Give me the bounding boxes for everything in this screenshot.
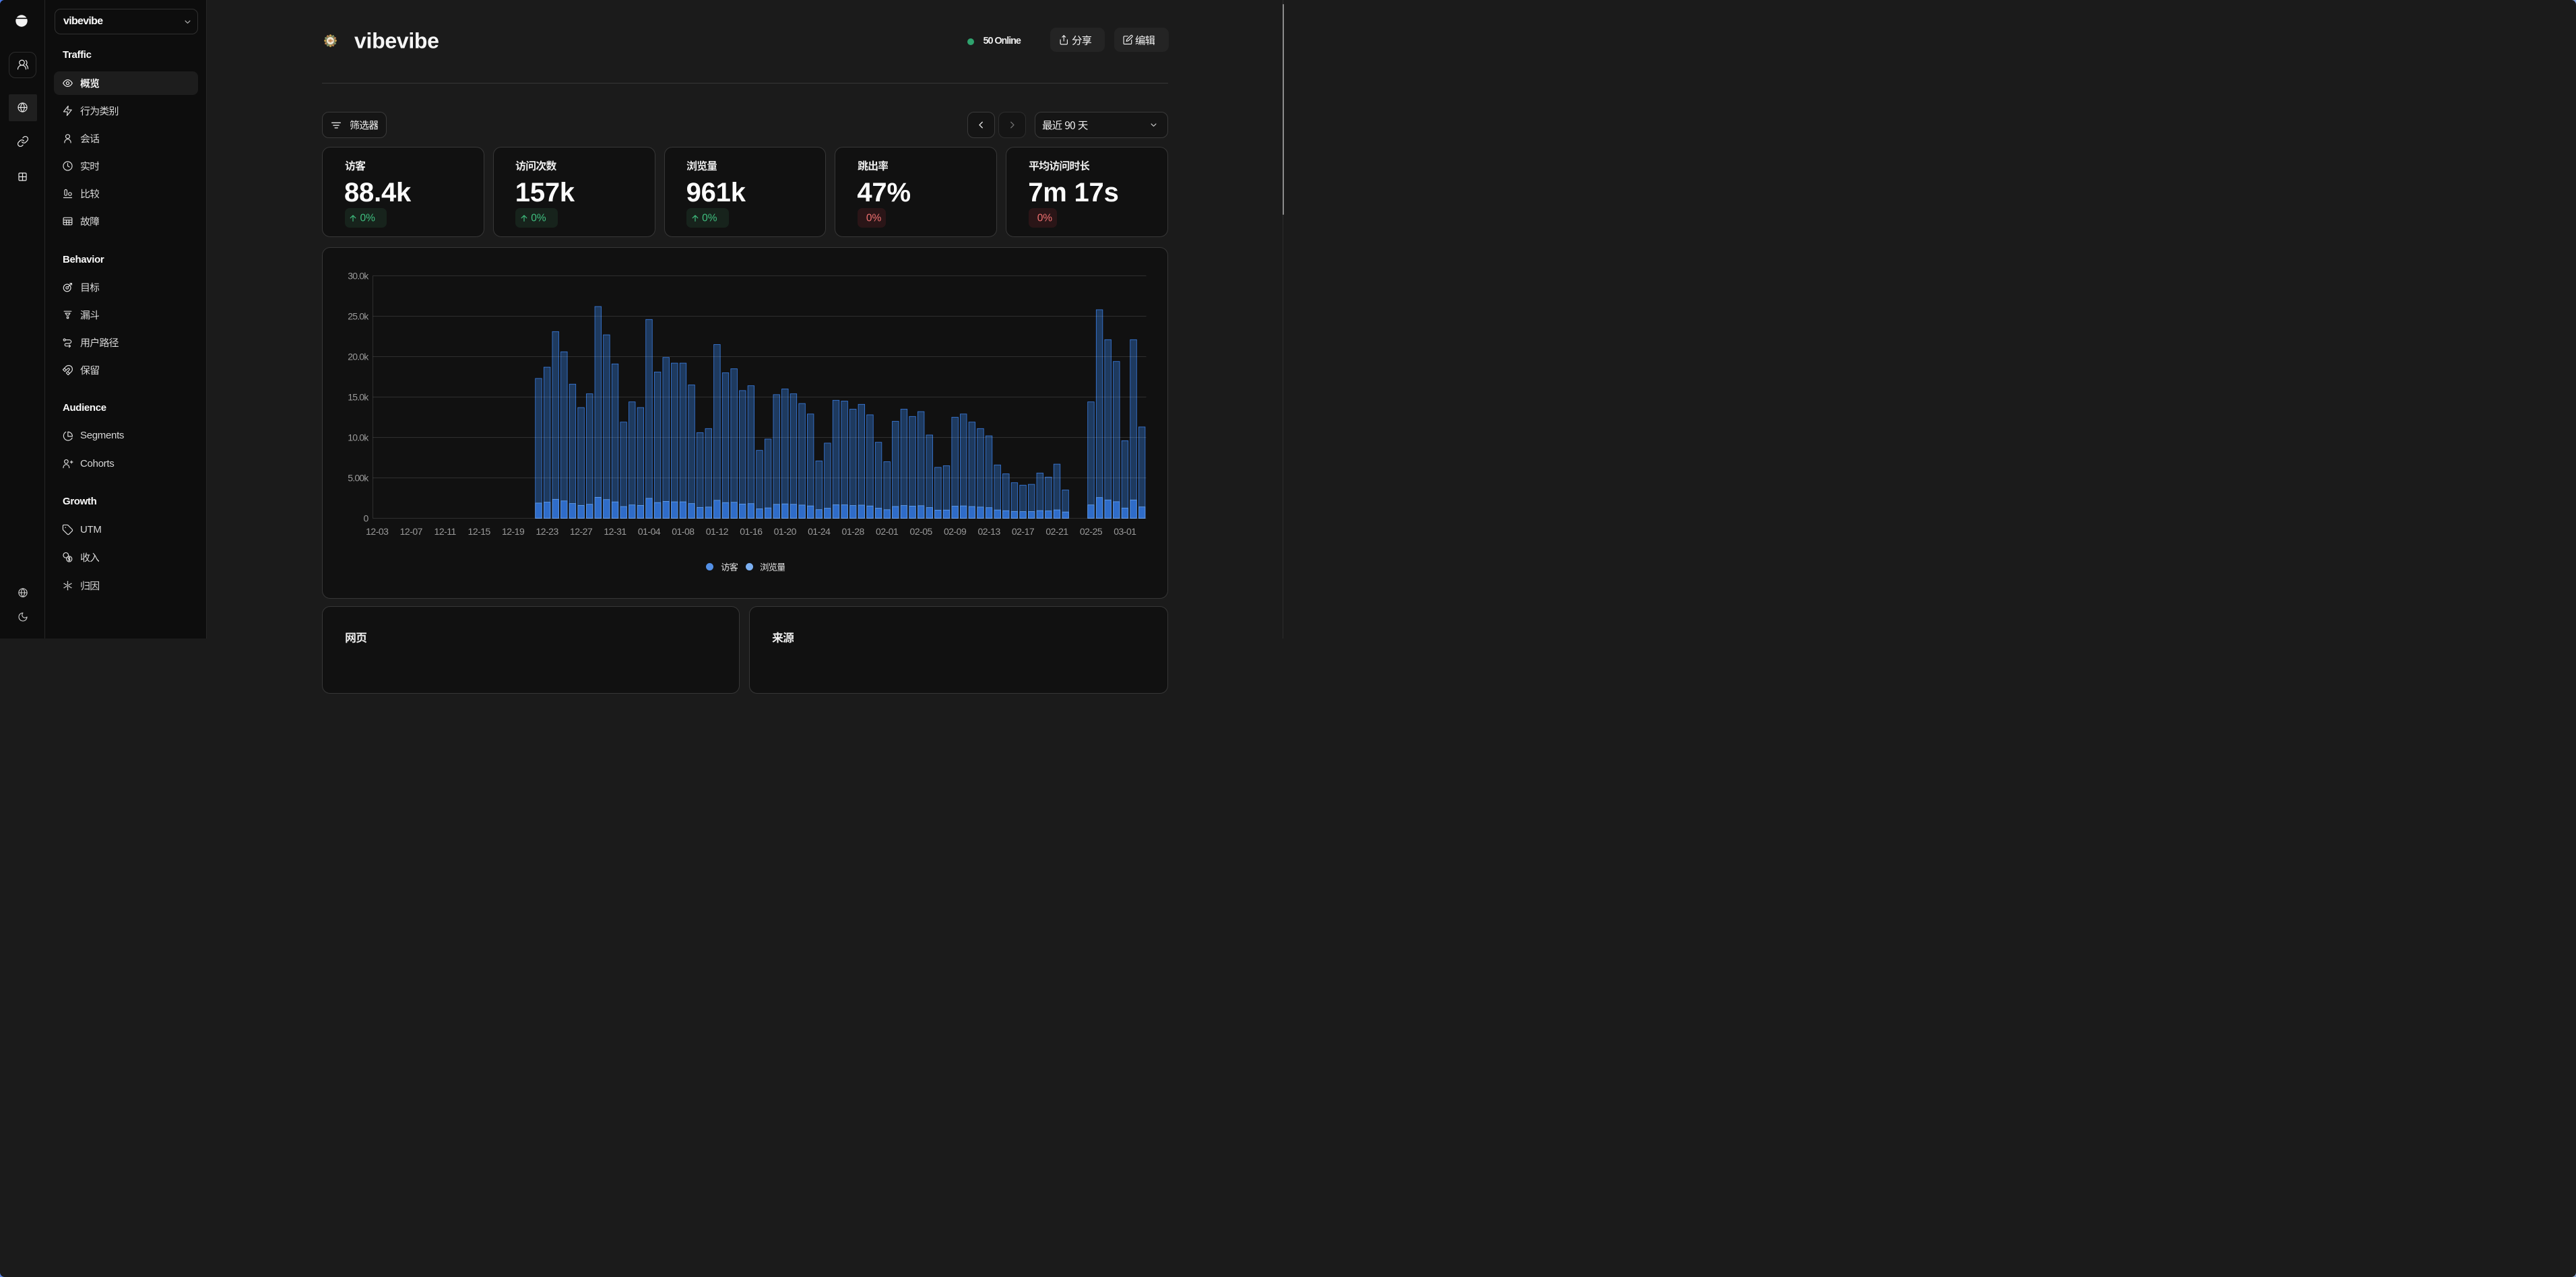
svg-text:30.0k: 30.0k — [348, 271, 369, 282]
svg-text:02-05: 02-05 — [910, 526, 933, 537]
svg-text:12-31: 12-31 — [604, 526, 626, 537]
svg-text:01-28: 01-28 — [842, 526, 865, 537]
svg-text:12-27: 12-27 — [570, 526, 593, 537]
svg-text:12-03: 12-03 — [366, 526, 389, 537]
svg-text:02-09: 02-09 — [944, 526, 967, 537]
svg-text:25.0k: 25.0k — [348, 311, 369, 322]
svg-text:03-01: 03-01 — [1114, 526, 1136, 537]
svg-text:5.00k: 5.00k — [348, 473, 369, 484]
svg-text:12-07: 12-07 — [400, 526, 423, 537]
svg-text:01-24: 01-24 — [808, 526, 831, 537]
svg-text:01-12: 01-12 — [706, 526, 729, 537]
svg-text:12-11: 12-11 — [434, 526, 457, 537]
svg-text:01-08: 01-08 — [672, 526, 695, 537]
svg-text:0: 0 — [364, 513, 369, 524]
svg-text:10.0k: 10.0k — [348, 432, 369, 443]
svg-text:15.0k: 15.0k — [348, 392, 369, 403]
svg-text:02-21: 02-21 — [1045, 526, 1068, 537]
svg-text:02-13: 02-13 — [977, 526, 1000, 537]
svg-text:02-01: 02-01 — [876, 526, 899, 537]
svg-text:20.0k: 20.0k — [348, 352, 369, 362]
svg-text:12-15: 12-15 — [468, 526, 491, 537]
svg-text:02-25: 02-25 — [1080, 526, 1103, 537]
svg-text:12-19: 12-19 — [502, 526, 525, 537]
svg-text:02-17: 02-17 — [1012, 526, 1035, 537]
svg-text:12-23: 12-23 — [536, 526, 558, 537]
svg-text:01-20: 01-20 — [774, 526, 797, 537]
svg-text:01-04: 01-04 — [638, 526, 661, 537]
svg-text:01-16: 01-16 — [740, 526, 763, 537]
